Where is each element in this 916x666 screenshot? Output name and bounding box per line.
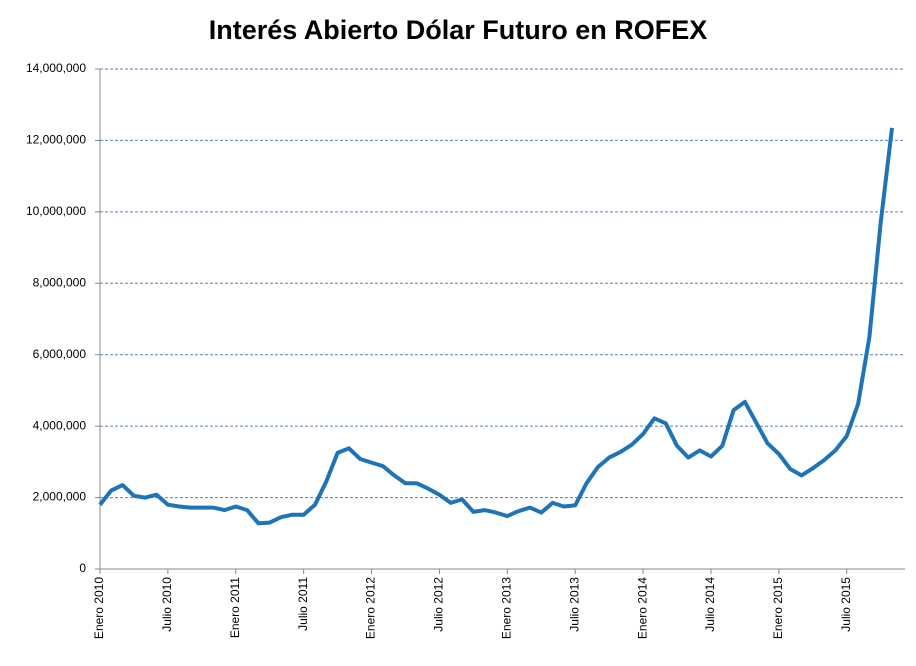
chart-title: Interés Abierto Dólar Futuro en ROFEX (209, 15, 708, 45)
x-tick-label: Julio 2014 (703, 577, 717, 632)
y-tick-label: 0 (79, 561, 86, 575)
data-line (98, 127, 894, 526)
x-tick-label: Enero 2010 (92, 577, 106, 639)
y-tick-label: 2,000,000 (33, 490, 87, 504)
x-tick-label: Enero 2013 (499, 577, 513, 639)
x-tick-label: Enero 2014 (635, 577, 649, 639)
x-tick-label: Julio 2010 (160, 577, 174, 632)
x-tick-label: Julio 2012 (432, 577, 446, 632)
y-tick-label: 12,000,000 (26, 133, 86, 147)
x-tick-label: Julio 2013 (567, 577, 581, 632)
y-tick-label: 14,000,000 (26, 61, 86, 75)
y-tick-label: 10,000,000 (26, 204, 86, 218)
y-tick-label: 4,000,000 (33, 418, 87, 432)
x-tick-label: Julio 2011 (296, 577, 310, 631)
x-tick-label: Julio 2015 (839, 577, 853, 632)
y-tick-label: 8,000,000 (33, 275, 87, 289)
y-tick-label: 6,000,000 (33, 347, 87, 361)
x-tick-label: Enero 2012 (364, 577, 378, 639)
x-tick-label: Enero 2011 (228, 577, 242, 638)
x-tick-label: Enero 2015 (771, 577, 785, 639)
